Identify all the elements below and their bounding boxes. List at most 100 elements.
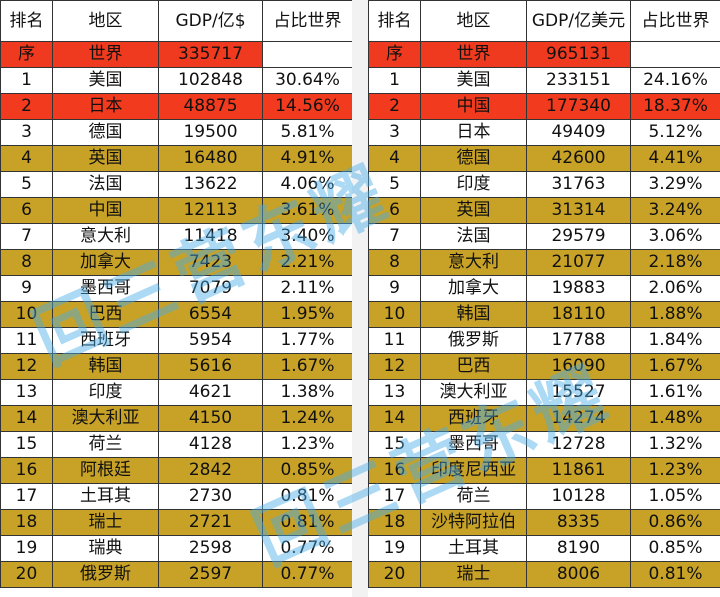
gdp-cell: 8190 <box>526 535 631 562</box>
rank-cell: 2 <box>368 93 421 120</box>
rank-cell: 17 <box>0 483 53 510</box>
rank-header: 排名 <box>368 0 421 42</box>
region-cell: 印度 <box>52 379 159 406</box>
gdp-header: GDP/亿美元 <box>526 0 631 42</box>
region-cell: 法国 <box>52 171 159 198</box>
header-row: 排名 地区 GDP/亿美元 占比世界 <box>368 0 720 42</box>
share-cell: 14.56% <box>262 93 353 120</box>
rank-cell: 8 <box>0 249 53 276</box>
table-row: 16 印度尼西亚 11861 1.23% <box>368 457 720 484</box>
table-row: 3 日本 49409 5.12% <box>368 119 720 146</box>
table-row: 2 中国 177340 18.37% <box>368 93 720 120</box>
share-cell: 1.95% <box>262 301 353 328</box>
share-cell: 4.91% <box>262 145 353 172</box>
region-cell: 美国 <box>420 67 527 94</box>
gdp-cell: 29579 <box>526 223 631 250</box>
share-cell: 3.24% <box>630 197 720 224</box>
region-cell: 沙特阿拉伯 <box>420 509 527 536</box>
gdp-cell: 49409 <box>526 119 631 146</box>
share-header: 占比世界 <box>630 0 720 42</box>
rank-cell: 14 <box>0 405 53 432</box>
share-cell: 0.81% <box>630 561 720 588</box>
gdp-cell: 15527 <box>526 379 631 406</box>
region-cell: 韩国 <box>52 353 159 380</box>
share-cell: 1.05% <box>630 483 720 510</box>
gdp-cell: 16480 <box>158 145 263 172</box>
rank-header: 排名 <box>0 0 53 42</box>
share-cell: 1.48% <box>630 405 720 432</box>
share-cell: 2.06% <box>630 275 720 302</box>
gdp-cell: 4621 <box>158 379 263 406</box>
share-cell: 0.85% <box>262 457 353 484</box>
table-row: 18 瑞士 2721 0.81% <box>0 509 353 536</box>
region-cell: 加拿大 <box>420 275 527 302</box>
gdp-cell: 2721 <box>158 509 263 536</box>
table-row: 8 意大利 21077 2.18% <box>368 249 720 276</box>
table-row: 14 澳大利亚 4150 1.24% <box>0 405 353 432</box>
rank-cell: 11 <box>0 327 53 354</box>
share-cell: 1.61% <box>630 379 720 406</box>
share-cell: 2.11% <box>262 275 353 302</box>
region-cell: 巴西 <box>52 301 159 328</box>
gdp-cell: 2730 <box>158 483 263 510</box>
share-cell: 2.18% <box>630 249 720 276</box>
gdp-cell: 177340 <box>526 93 631 120</box>
gdp-cell: 335717 <box>158 41 263 68</box>
region-cell: 土耳其 <box>52 483 159 510</box>
gdp-cell: 6554 <box>158 301 263 328</box>
region-cell: 西班牙 <box>420 405 527 432</box>
share-header: 占比世界 <box>262 0 353 42</box>
rank-cell: 13 <box>0 379 53 406</box>
share-cell: 1.38% <box>262 379 353 406</box>
gdp-cell: 2842 <box>158 457 263 484</box>
gdp-cell: 5954 <box>158 327 263 354</box>
gdp-cell: 5616 <box>158 353 263 380</box>
share-cell: 3.06% <box>630 223 720 250</box>
table-row: 14 西班牙 14274 1.48% <box>368 405 720 432</box>
table-row: 18 沙特阿拉伯 8335 0.86% <box>368 509 720 536</box>
rank-cell: 20 <box>368 561 421 588</box>
region-cell: 法国 <box>420 223 527 250</box>
table-row: 20 俄罗斯 2597 0.77% <box>0 561 353 588</box>
rank-cell: 19 <box>368 535 421 562</box>
rank-cell: 7 <box>368 223 421 250</box>
rank-cell: 15 <box>368 431 421 458</box>
table-row: 1 美国 102848 30.64% <box>0 67 353 94</box>
gdp-cell: 102848 <box>158 67 263 94</box>
region-cell: 西班牙 <box>52 327 159 354</box>
rank-cell: 18 <box>0 509 53 536</box>
region-header: 地区 <box>52 0 159 42</box>
rank-cell: 19 <box>0 535 53 562</box>
gdp-cell: 10128 <box>526 483 631 510</box>
table-row: 15 荷兰 4128 1.23% <box>0 431 353 458</box>
region-cell: 澳大利亚 <box>420 379 527 406</box>
share-cell: 2.21% <box>262 249 353 276</box>
share-cell <box>630 41 720 68</box>
share-cell: 1.77% <box>262 327 353 354</box>
table-row: 10 巴西 6554 1.95% <box>0 301 353 328</box>
rank-cell: 序 <box>0 41 53 68</box>
region-cell: 澳大利亚 <box>52 405 159 432</box>
region-cell: 巴西 <box>420 353 527 380</box>
rank-cell: 15 <box>0 431 53 458</box>
table-row: 11 俄罗斯 17788 1.84% <box>368 327 720 354</box>
region-cell: 土耳其 <box>420 535 527 562</box>
region-cell: 世界 <box>52 41 159 68</box>
rank-cell: 18 <box>368 509 421 536</box>
share-cell: 3.40% <box>262 223 353 250</box>
share-cell <box>262 41 353 68</box>
region-cell: 中国 <box>420 93 527 120</box>
table-row: 8 加拿大 7423 2.21% <box>0 249 353 276</box>
region-cell: 墨西哥 <box>52 275 159 302</box>
region-cell: 墨西哥 <box>420 431 527 458</box>
gdp-cell: 7423 <box>158 249 263 276</box>
table-row: 10 韩国 18110 1.88% <box>368 301 720 328</box>
table-row: 9 加拿大 19883 2.06% <box>368 275 720 302</box>
table-row: 3 德国 19500 5.81% <box>0 119 353 146</box>
table-row: 1 美国 233151 24.16% <box>368 67 720 94</box>
share-cell: 1.23% <box>630 457 720 484</box>
gdp-cell: 31763 <box>526 171 631 198</box>
gdp-table-right: 排名 地区 GDP/亿美元 占比世界序世界 965131 1 美国 233151 24.16% 2… <box>368 0 720 588</box>
region-cell: 荷兰 <box>52 431 159 458</box>
table-row: 13 澳大利亚 15527 1.61% <box>368 379 720 406</box>
